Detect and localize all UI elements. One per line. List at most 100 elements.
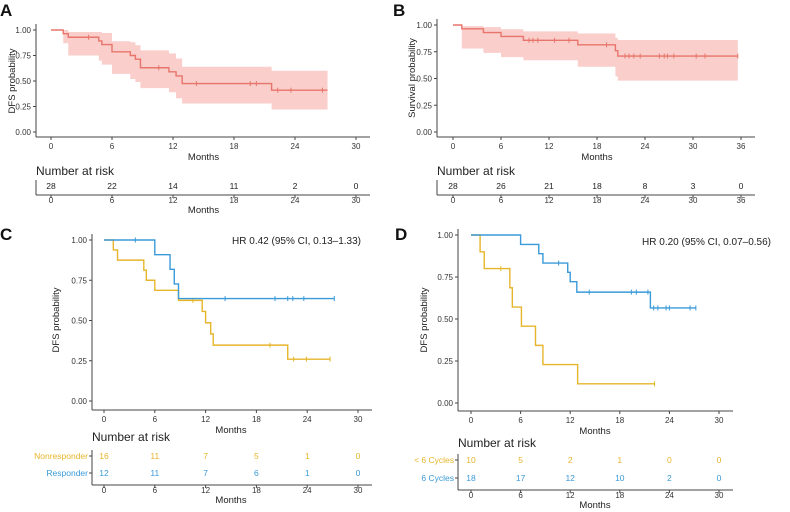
panel-label: D [395,225,407,244]
x-tick-label: 24 [665,416,674,425]
x-tick-label: 6 [518,416,523,425]
panel-label: C [0,225,12,244]
survival-curve [51,29,328,91]
risk-row-label: < 6 Cycles [414,455,454,465]
y-tick-label: 0.00 [71,397,87,406]
panel-label: B [393,1,405,20]
risk-row-label: 6 Cycles [421,473,454,483]
risk-row-label: Responder [46,468,88,478]
risk-count: 16 [99,451,109,461]
risk-count: 12 [99,468,109,478]
x-tick-label: 12 [545,142,554,151]
risk-count: 28 [448,181,458,191]
x-axis-title: Months [188,152,219,163]
y-tick-label: 0.50 [15,77,31,86]
x-tick-label: 18 [615,416,624,425]
risk-x-tick-label: 24 [291,196,300,205]
risk-x-tick-label: 12 [169,196,178,205]
risk-count: 18 [466,473,476,483]
risk-x-tick-label: 12 [566,491,575,500]
x-tick-label: 0 [102,415,107,424]
risk-x-tick-label: 18 [593,196,602,205]
survival-curve-nonresponder [104,239,331,360]
x-tick-label: 30 [689,142,698,151]
risk-x-axis-title: Months [188,205,219,216]
risk-x-tick-label: 18 [230,196,239,205]
risk-count: 11 [230,181,239,191]
x-tick-label: 30 [352,142,361,151]
y-tick-label: 0.00 [15,128,31,137]
risk-x-tick-label: 12 [201,486,210,495]
risk-x-tick-label: 12 [545,196,554,205]
x-tick-label: 0 [451,142,456,151]
y-tick-label: 1.00 [71,236,87,245]
y-tick-label: 0.50 [71,317,87,326]
risk-count: 0 [717,473,722,483]
risk-x-tick-label: 30 [354,486,363,495]
hazard-ratio-annotation: HR 0.20 (95% CI, 0.07–0.56) [642,237,771,248]
y-tick-label: 0.25 [416,101,432,110]
y-tick-label: 0.50 [416,75,432,84]
risk-row-label: Nonresponder [34,451,88,461]
risk-x-tick-label: 30 [352,196,361,205]
survival-curve--6-cycles [471,234,655,385]
x-tick-label: 0 [49,142,54,151]
panel-b: B0.000.250.500.751.000 6 12 18 24 30 36MonthsS… [393,1,755,205]
risk-table-title: Number at risk [458,436,537,450]
x-tick-label: 24 [303,415,312,424]
x-tick-label: 24 [291,142,300,151]
confidence-band [453,25,738,81]
risk-count: 0 [739,181,744,191]
risk-count: 12 [565,473,575,483]
x-tick-label: 6 [499,142,504,151]
risk-x-tick-label: 0 [469,491,474,500]
x-tick-label: 12 [169,142,178,151]
risk-count: 18 [592,181,602,191]
y-axis-title: Survival probability [407,38,418,118]
risk-x-tick-label: 6 [499,196,504,205]
risk-count: 0 [717,455,722,465]
risk-count: 7 [203,468,208,478]
risk-count: 3 [691,181,696,191]
risk-count: 0 [667,455,672,465]
risk-count: 10 [466,455,476,465]
risk-count: 11 [150,451,159,461]
y-tick-label: 1.00 [416,21,432,30]
y-tick-label: 1.00 [437,231,453,240]
risk-x-tick-label: 36 [737,196,746,205]
panel-d: D0.000.250.500.751.000 6 12 18 24 30MonthsDFS… [395,225,771,511]
confidence-band [51,30,328,110]
survival-curve-6-cycles [471,234,696,309]
risk-x-tick-label: 30 [689,196,698,205]
y-tick-label: 0.25 [71,357,87,366]
risk-x-tick-label: 0 [451,196,456,205]
x-tick-label: 12 [201,415,210,424]
risk-count: 1 [617,455,622,465]
y-tick-label: 0.75 [416,48,432,57]
risk-x-tick-label: 6 [153,486,158,495]
risk-x-axis-title: Months [579,500,610,511]
risk-count: 0 [354,181,359,191]
x-axis-title: Months [215,425,246,436]
panel-a: A 0.00 0.25 0.50 0.75 1.00 0 6 12 18 24 30 Months DFS… [0,1,370,216]
risk-x-tick-label: 30 [715,491,724,500]
risk-count: 22 [107,181,117,191]
x-tick-label: 18 [593,142,602,151]
risk-count: 1 [305,468,310,478]
risk-x-tick-label: 18 [615,491,624,500]
risk-x-tick-label: 0 [102,486,107,495]
y-tick-label: 0.75 [15,52,31,61]
risk-x-tick-label: 6 [518,491,523,500]
risk-count: 0 [356,468,361,478]
x-tick-label: 12 [566,416,575,425]
risk-count: 8 [643,181,648,191]
risk-x-tick-label: 24 [665,491,674,500]
risk-count: 5 [518,455,523,465]
risk-count: 1 [305,451,310,461]
risk-x-tick-label: 24 [303,486,312,495]
y-axis-title: DFS probability [419,287,430,352]
y-tick-label: 0.00 [437,399,453,408]
risk-count: 17 [516,473,526,483]
risk-count: 14 [168,181,178,191]
